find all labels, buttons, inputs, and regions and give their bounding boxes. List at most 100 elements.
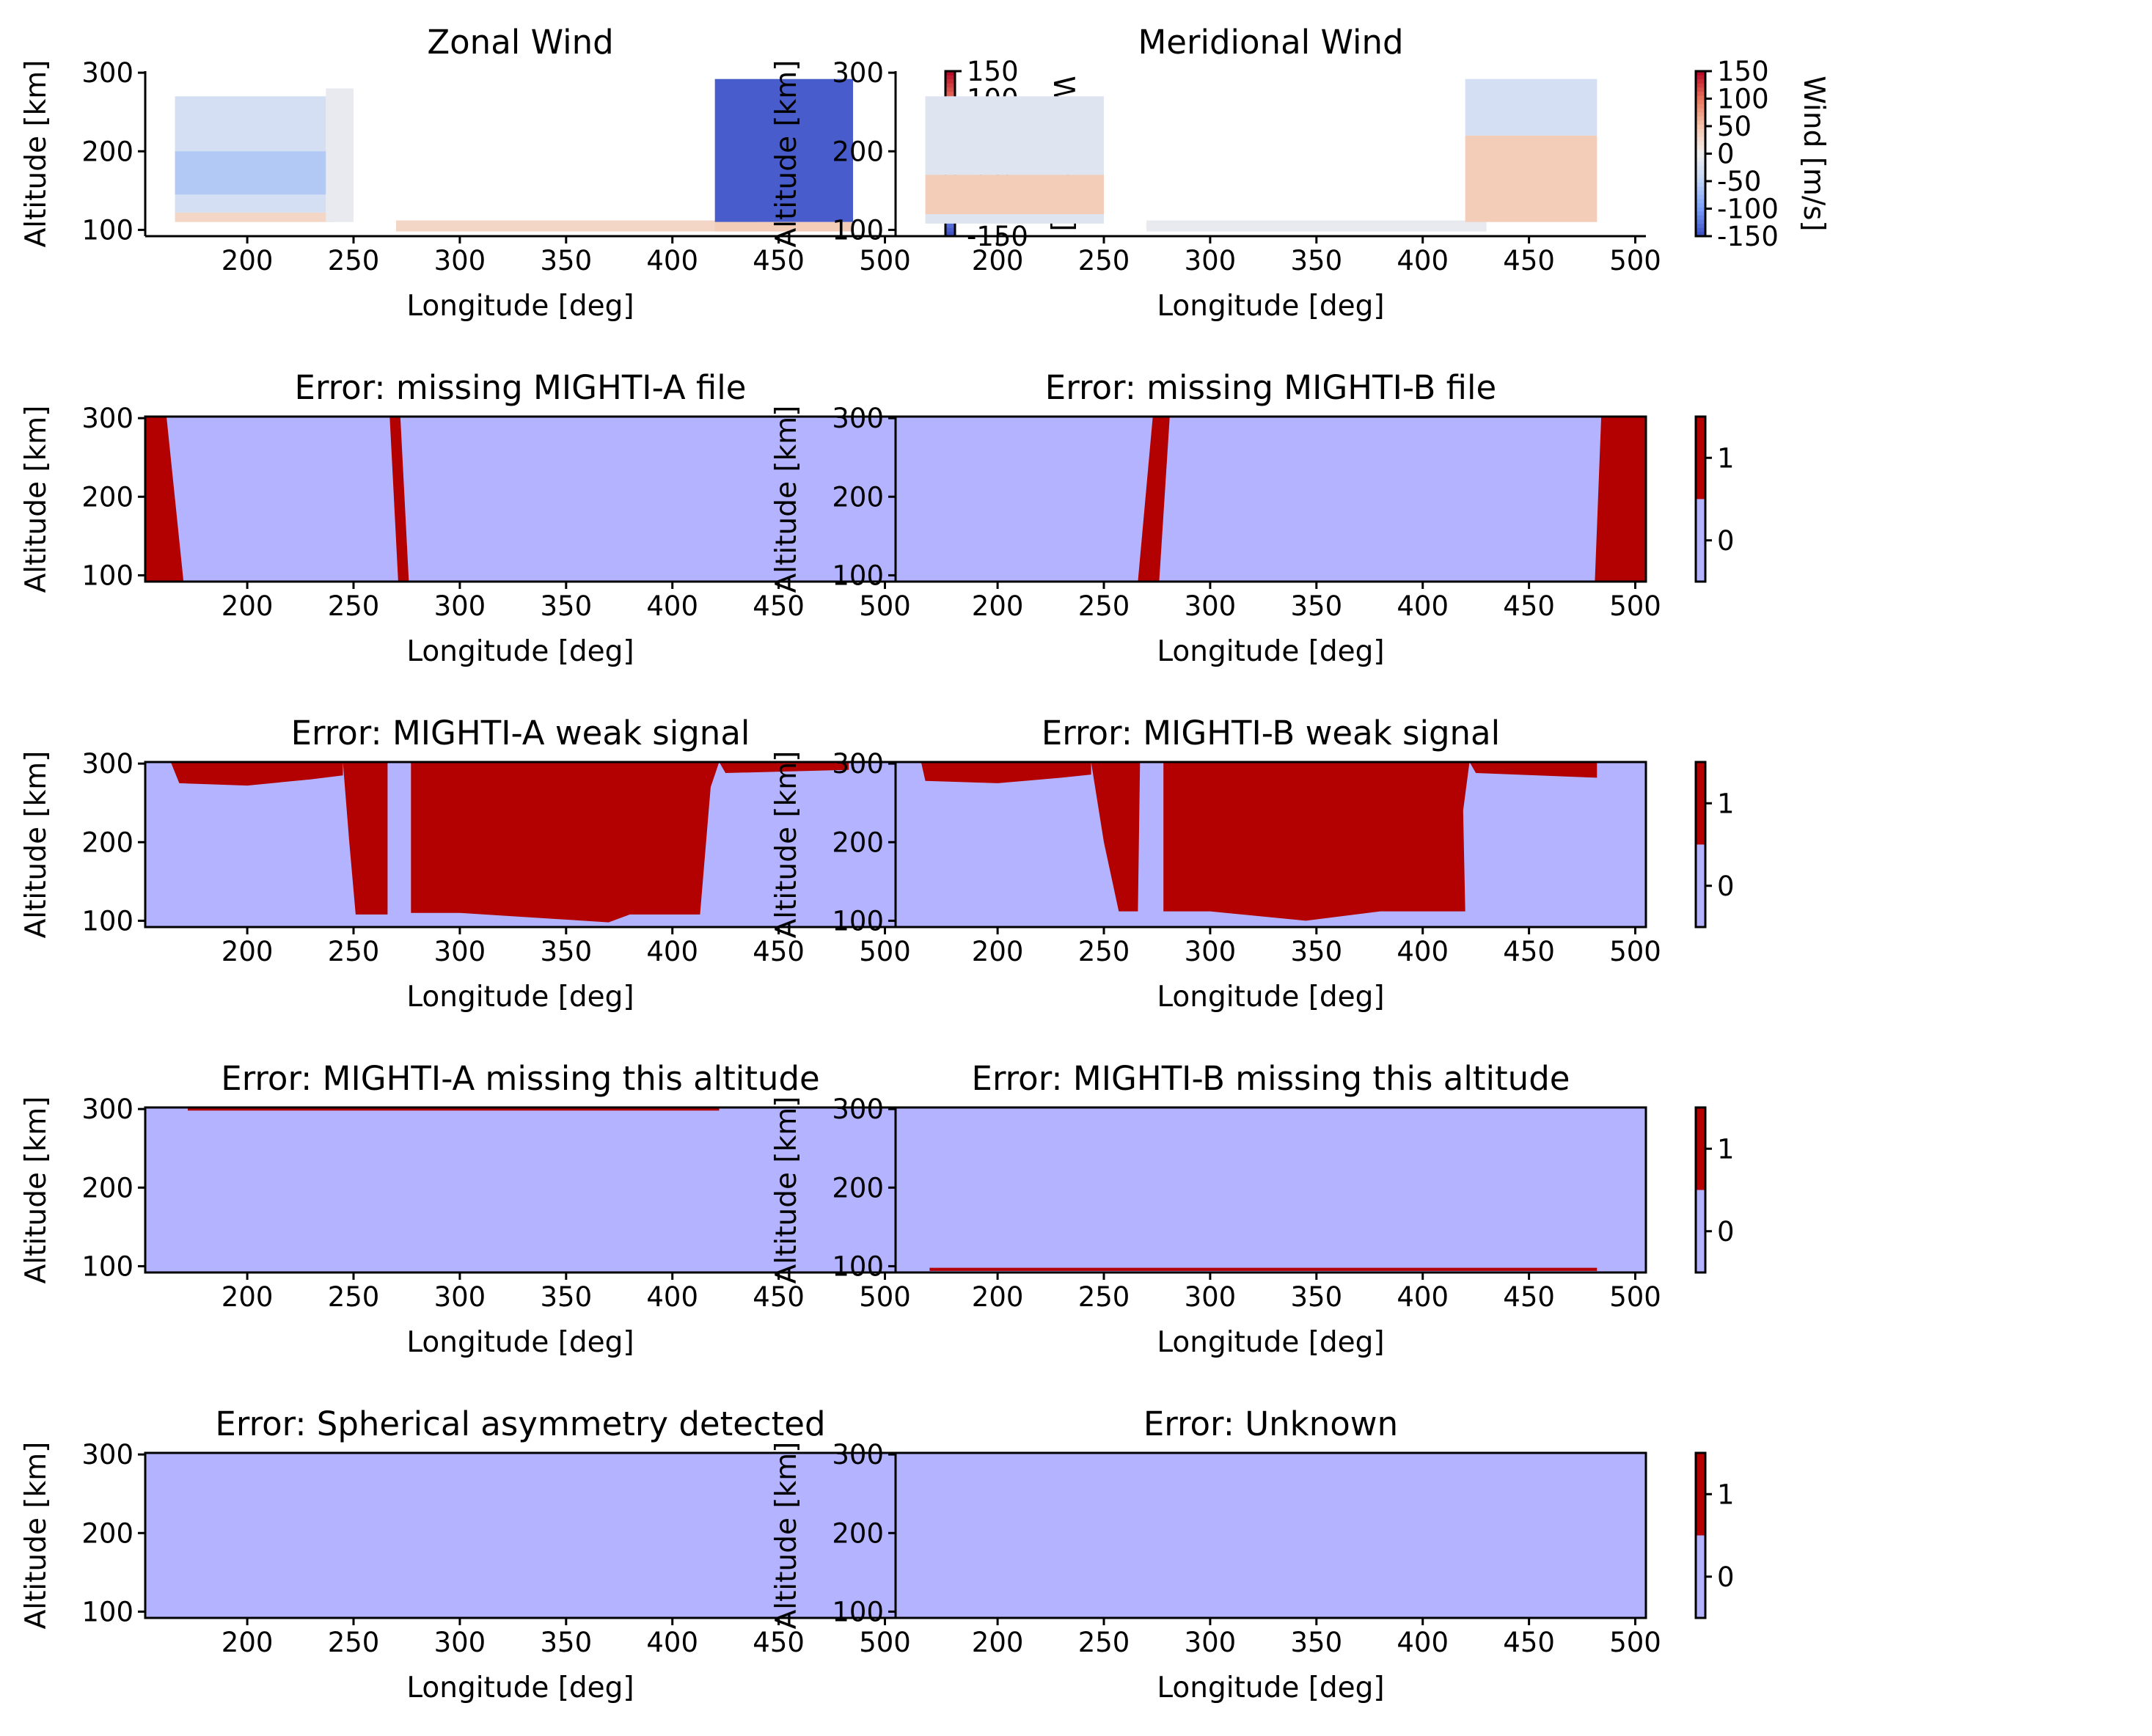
y-axis-label: Altitude [km] <box>770 1096 803 1284</box>
colorbar-segment <box>1696 133 1705 138</box>
wind-region <box>395 220 758 232</box>
x-tick-label: 400 <box>1397 245 1449 276</box>
colorbar-segment <box>1696 1453 1705 1536</box>
colorbar-tick-label: 150 <box>1717 56 1769 87</box>
y-tick-label: 200 <box>832 481 884 513</box>
wind-region <box>326 88 354 222</box>
colorbar-segment <box>1696 75 1705 80</box>
colorbar-segment <box>1696 87 1705 92</box>
x-axis-label: Longitude [deg] <box>1157 635 1384 668</box>
y-tick-label: 100 <box>81 905 133 937</box>
x-tick-label: 300 <box>1185 1281 1237 1313</box>
colorbar-segment <box>1696 174 1705 179</box>
colorbar-segment <box>945 79 955 84</box>
y-tick-label: 300 <box>832 748 884 780</box>
colorbar-segment <box>1696 1107 1705 1190</box>
x-tick-label: 350 <box>1290 1281 1342 1313</box>
colorbar-segment <box>1696 232 1705 237</box>
colorbar-segment <box>1696 762 1705 845</box>
colorbar-segment <box>1696 207 1705 212</box>
y-tick-label: 100 <box>81 560 133 591</box>
colorbar-segment <box>1696 1190 1705 1272</box>
x-tick-label: 200 <box>222 590 274 622</box>
x-tick-label: 350 <box>1290 590 1342 622</box>
wind-region <box>1146 220 1487 232</box>
colorbar-segment <box>945 232 955 237</box>
y-tick-label: 100 <box>832 560 884 591</box>
x-tick-label: 200 <box>972 1627 1024 1658</box>
y-tick-label: 100 <box>832 214 884 246</box>
y-tick-label: 100 <box>832 1596 884 1627</box>
y-axis-label: Altitude [km] <box>20 406 53 593</box>
x-tick-label: 300 <box>1185 245 1237 276</box>
y-tick-label: 100 <box>81 1596 133 1627</box>
colorbar-segment <box>1696 125 1705 130</box>
x-tick-label: 250 <box>1078 936 1130 967</box>
colorbar-segment <box>1696 120 1705 125</box>
y-tick-label: 300 <box>81 748 133 780</box>
y-axis-label: Altitude [km] <box>770 406 803 593</box>
colorbar-segment <box>945 92 955 97</box>
colorbar-segment <box>1696 1535 1705 1618</box>
x-tick-label: 250 <box>328 1627 380 1658</box>
plot-frame <box>894 761 1647 929</box>
y-tick-label: 300 <box>832 1439 884 1471</box>
wind-region <box>714 221 854 232</box>
colorbar-segment <box>945 87 955 92</box>
colorbar-segment <box>1696 158 1705 163</box>
x-tick-label: 300 <box>434 245 486 276</box>
flag-background <box>145 417 896 582</box>
colorbar-segment <box>1696 199 1705 204</box>
colorbar-tick-label: -50 <box>1717 166 1761 197</box>
y-tick-label: 300 <box>81 57 133 89</box>
colorbar-segment <box>945 83 955 89</box>
x-tick-label: 200 <box>222 1627 274 1658</box>
x-tick-label: 450 <box>1503 1627 1555 1658</box>
x-tick-label: 250 <box>328 936 380 967</box>
colorbar-tick-label: 1 <box>1717 442 1735 474</box>
wind-region <box>714 78 854 222</box>
y-tick-label: 200 <box>81 481 133 513</box>
y-axis-label: Altitude [km] <box>770 1442 803 1630</box>
x-tick-label: 400 <box>1397 590 1449 622</box>
colorbar-segment <box>1696 92 1705 97</box>
colorbar-segment <box>1696 182 1705 188</box>
x-tick-label: 400 <box>1397 936 1449 967</box>
flagged-region <box>929 1267 1597 1271</box>
y-axis-label: Altitude [km] <box>20 1096 53 1284</box>
panel-title: Zonal Wind <box>427 23 613 62</box>
colorbar-tick-label: 100 <box>1717 84 1769 115</box>
y-tick-label: 100 <box>81 1250 133 1282</box>
y-tick-label: 300 <box>81 1439 133 1471</box>
colorbar-frame <box>1694 1106 1707 1274</box>
flag-background <box>145 1107 896 1272</box>
x-tick-label: 500 <box>1609 590 1661 622</box>
colorbar-segment <box>1696 161 1705 166</box>
x-axis-label: Longitude [deg] <box>1157 1671 1384 1704</box>
x-axis-label: Longitude [deg] <box>406 635 634 668</box>
y-tick-label: 200 <box>832 1172 884 1204</box>
colorbar-segment <box>1696 170 1705 175</box>
y-axis-label: Altitude [km] <box>770 60 803 248</box>
x-tick-label: 200 <box>972 245 1024 276</box>
x-tick-label: 500 <box>1609 936 1661 967</box>
colorbar-segment <box>945 71 955 76</box>
panel-title: Error: Unknown <box>1143 1404 1398 1443</box>
x-tick-label: 300 <box>1185 1627 1237 1658</box>
x-axis-label: Longitude [deg] <box>406 1671 634 1704</box>
x-tick-label: 300 <box>1185 936 1237 967</box>
flagged-region <box>1163 762 1470 921</box>
wind-region <box>925 214 1105 224</box>
x-tick-label: 450 <box>1503 590 1555 622</box>
x-tick-label: 350 <box>540 1627 592 1658</box>
colorbar-tick-label: -100 <box>1717 194 1779 225</box>
x-tick-label: 300 <box>434 590 486 622</box>
x-tick-label: 500 <box>859 245 911 276</box>
x-axis-label: Longitude [deg] <box>1157 290 1384 323</box>
panel-title: Error: MIGHTI-A weak signal <box>291 714 750 752</box>
wind-region <box>925 96 1105 175</box>
colorbar-segment <box>1696 215 1705 221</box>
colorbar-segment <box>1696 149 1705 155</box>
